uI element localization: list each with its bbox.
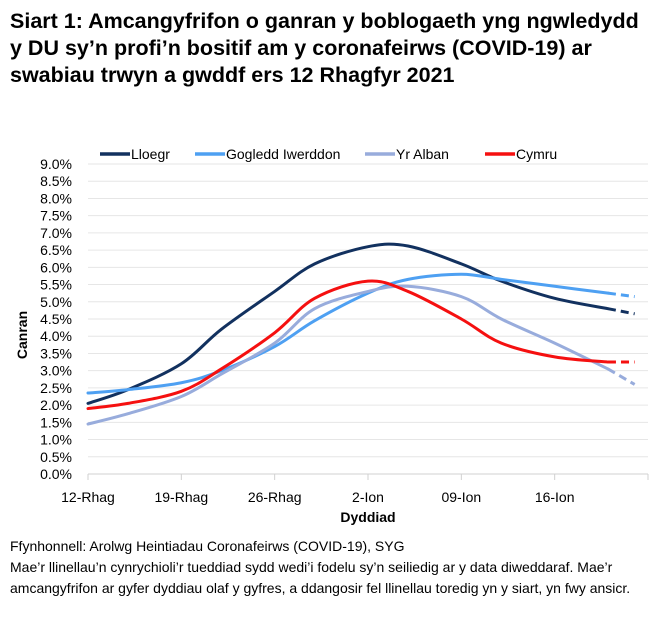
x-tick-label: 09-Ion <box>441 489 481 505</box>
y-tick-label: 1.5% <box>40 414 72 430</box>
series-line-cymru <box>86 279 610 411</box>
footnote: Mae’r llinellau’n cynrychioli’r tueddiad… <box>10 559 631 596</box>
legend-label: Lloegr <box>131 146 170 162</box>
x-tick-label: 26-Rhag <box>248 489 302 505</box>
y-tick-label: 5.5% <box>40 277 72 293</box>
legend-label: Yr Alban <box>396 146 449 162</box>
series-lines <box>86 242 636 426</box>
y-tick-label: 4.0% <box>40 328 72 344</box>
x-tick-label: 19-Rhag <box>154 489 208 505</box>
x-tick-label: 16-Ion <box>535 489 575 505</box>
legend-item: Cymru <box>485 146 557 162</box>
x-axis-label: Dyddiad <box>340 509 395 525</box>
series-estimate-yr-alban <box>607 367 636 386</box>
series-line-lloegr <box>86 242 610 405</box>
y-axis-label: Canran <box>14 311 30 359</box>
legend-label: Gogledd Iwerddon <box>226 146 340 162</box>
y-tick-label: 0.0% <box>40 466 72 482</box>
series-line-gogledd-iwerddon <box>86 272 610 395</box>
y-tick-label: 6.5% <box>40 242 72 258</box>
y-tick-label: 0.5% <box>40 449 72 465</box>
x-tick-label: 12-Rhag <box>61 489 115 505</box>
y-tick-label: 5.0% <box>40 294 72 310</box>
y-tick-label: 8.0% <box>40 190 72 206</box>
legend-label: Cymru <box>516 146 557 162</box>
series-line-yr-alban <box>86 284 610 426</box>
y-tick-label: 3.5% <box>40 345 72 361</box>
y-tick-label: 2.5% <box>40 380 72 396</box>
legend-item: Yr Alban <box>365 146 449 162</box>
y-tick-label: 7.0% <box>40 225 72 241</box>
y-tick-label: 6.0% <box>40 259 72 275</box>
line-chart: 0.0%0.5%1.0% 1.5%2.0%2.5%3.0% 3.5%4.0%4.5%… <box>14 146 649 525</box>
y-tick-label: 3.0% <box>40 363 72 379</box>
legend-item: Gogledd Iwerddon <box>195 146 340 162</box>
x-tick-label: 2-Ion <box>352 489 384 505</box>
y-tick-label: 4.5% <box>40 311 72 327</box>
chart-notes: Ffynhonnell: Arolwg Heintiadau Coronafei… <box>10 536 655 599</box>
gridlines <box>88 163 648 458</box>
y-tick-label: 9.0% <box>40 156 72 172</box>
chart-title: Siart 1: Amcangyfrifon o ganran y boblog… <box>10 9 639 87</box>
series-estimate-gogledd-iwerddon <box>607 291 635 299</box>
source-note: Ffynhonnell: Arolwg Heintiadau Coronafei… <box>10 538 405 554</box>
axes: 0.0%0.5%1.0% 1.5%2.0%2.5%3.0% 3.5%4.0%4.5%… <box>40 156 649 505</box>
y-tick-label: 7.5% <box>40 208 72 224</box>
series-estimate-lloegr <box>607 307 635 316</box>
legend: Lloegr Gogledd Iwerddon Yr Alban Cymru <box>100 146 557 162</box>
legend-item: Lloegr <box>100 146 170 162</box>
y-tick-label: 8.5% <box>40 173 72 189</box>
y-tick-label: 1.0% <box>40 432 72 448</box>
y-tick-label: 2.0% <box>40 397 72 413</box>
